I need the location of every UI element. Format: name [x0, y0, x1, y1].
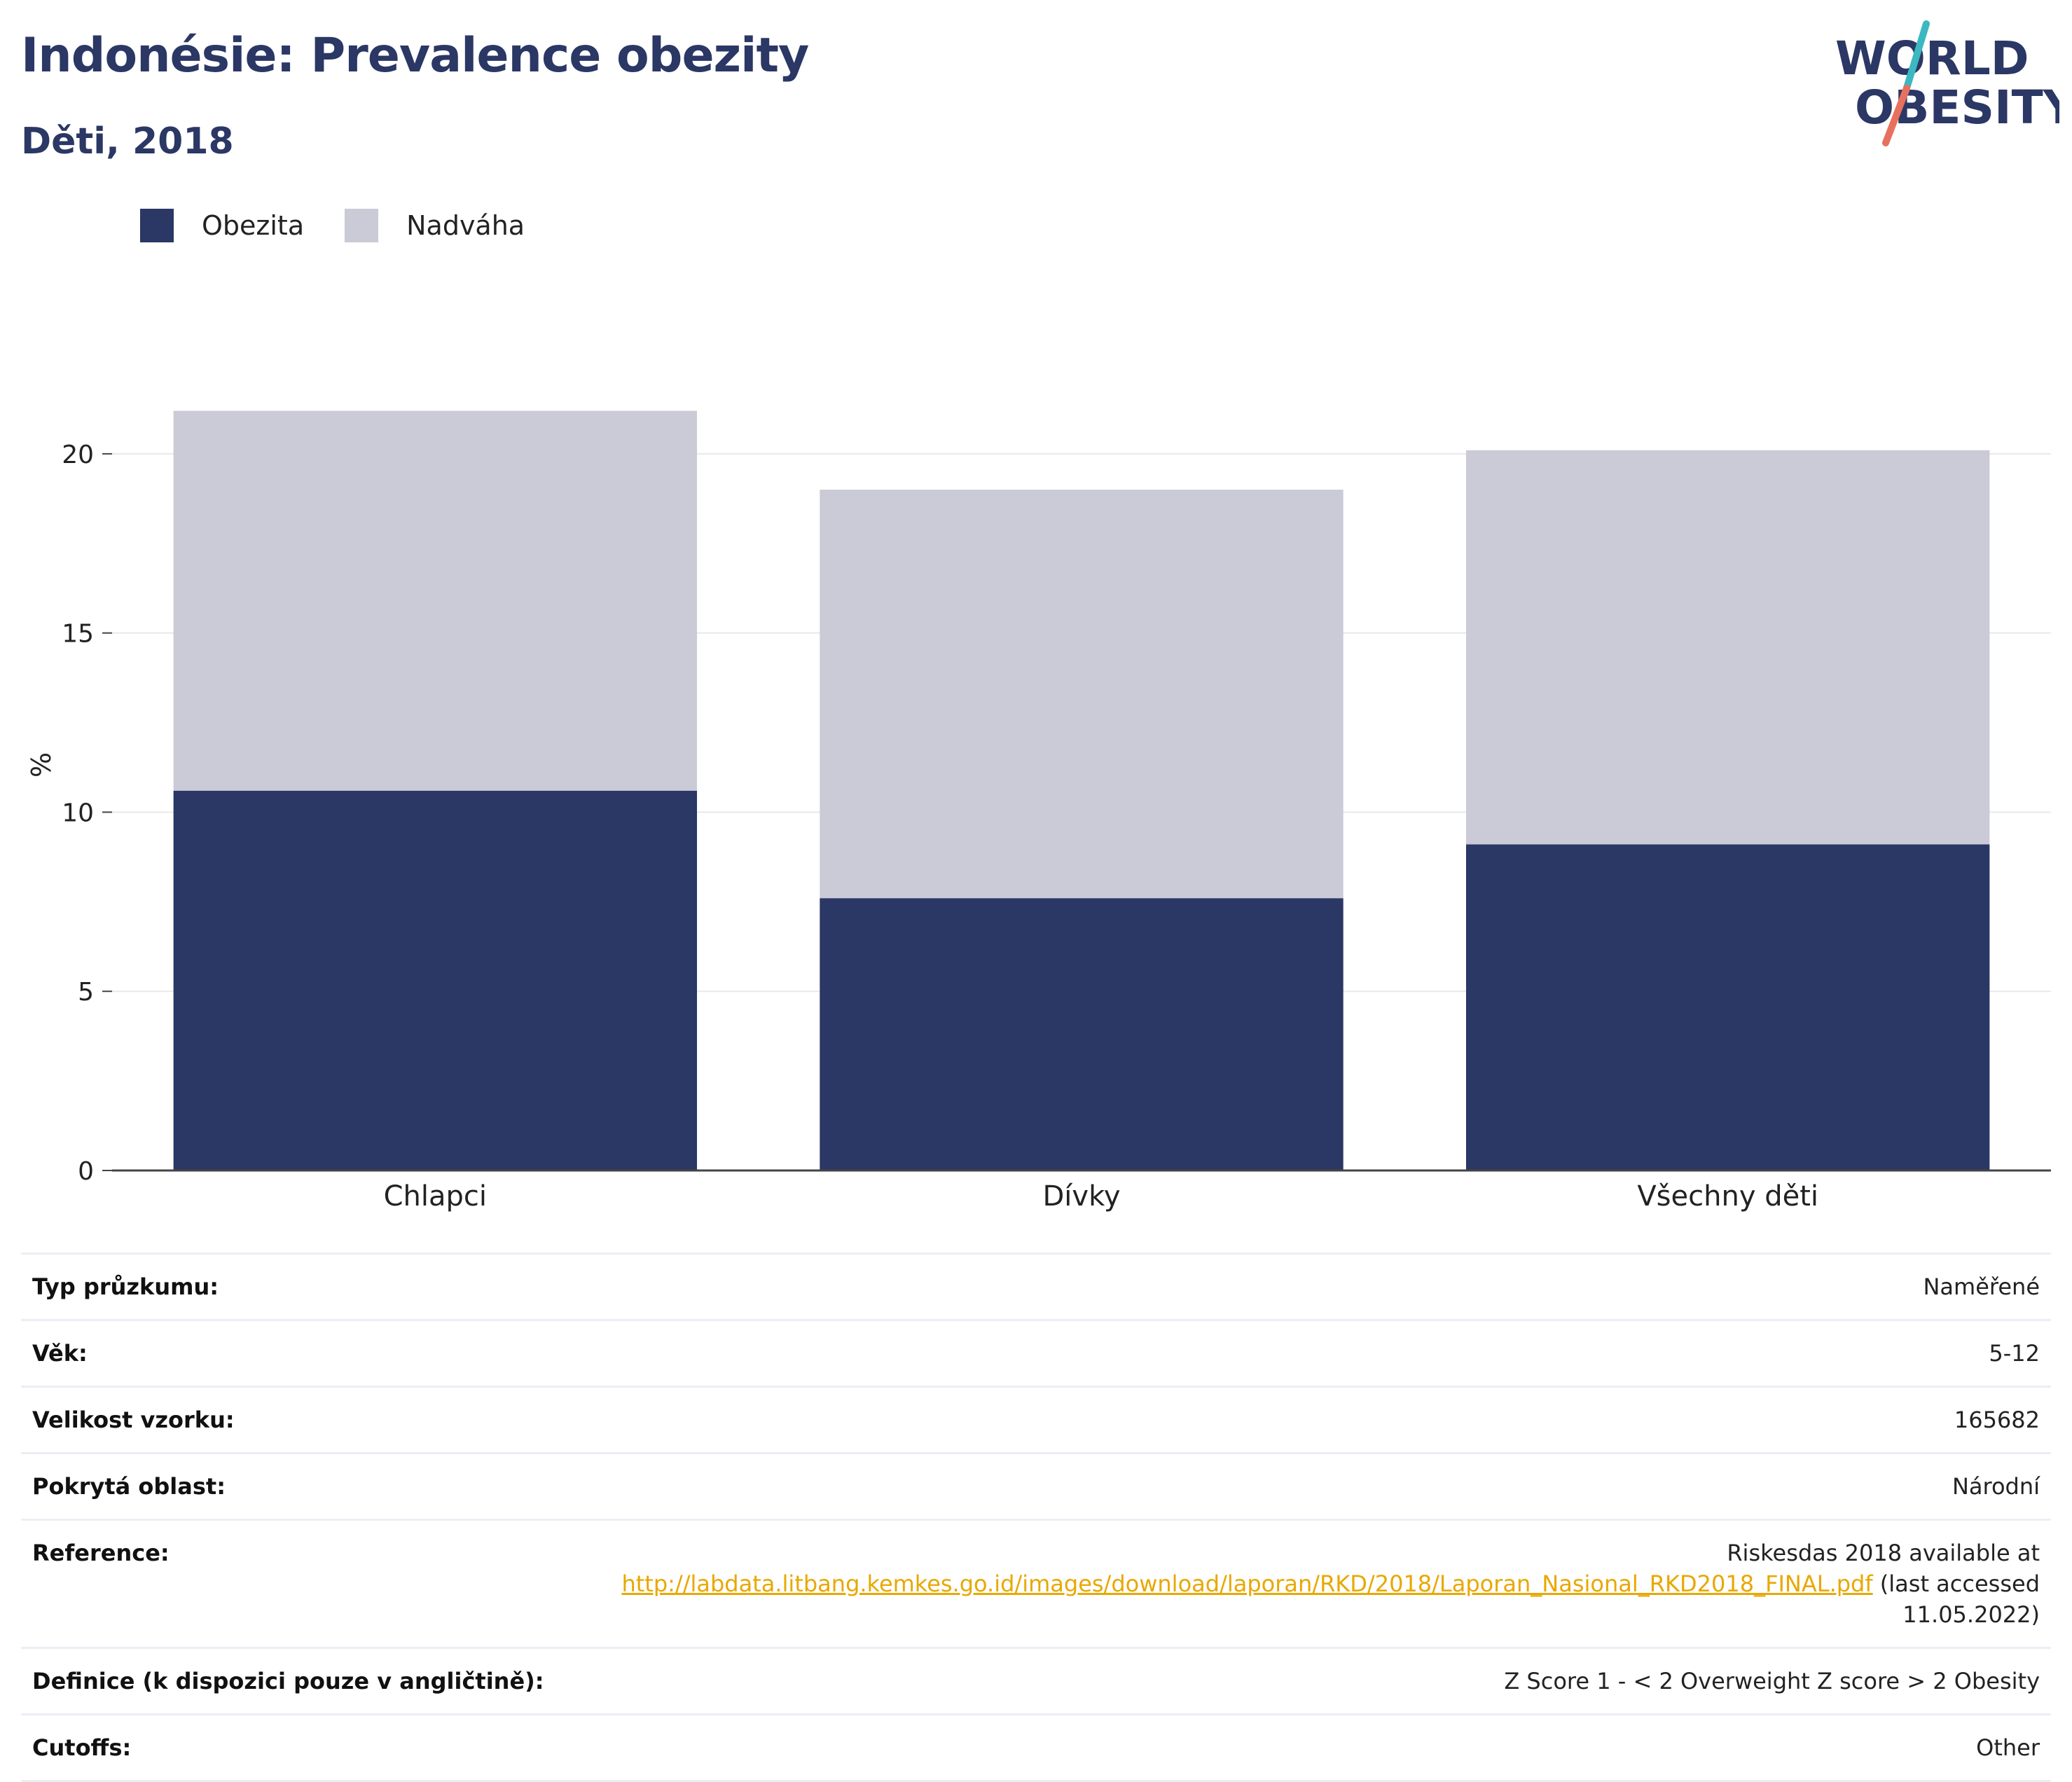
stacked-bar-chart: 0 5 10 15 20 Chlapci Dívky Všechny děti %	[26, 410, 2051, 1213]
chart-subtitle: Děti, 2018	[21, 120, 234, 163]
info-row-reference: Reference: Riskesdas 2018 available at h…	[21, 1521, 2051, 1649]
x-tick-label: Chlapci	[384, 1180, 487, 1213]
info-key: Věk:	[32, 1340, 88, 1367]
x-tick-label: Dívky	[1043, 1180, 1121, 1213]
info-value: Naměřené	[1923, 1273, 2040, 1300]
info-key: Typ průzkumu:	[32, 1273, 219, 1300]
reference-prefix: Riskesdas 2018 available at	[1727, 1540, 2040, 1566]
info-value-reference: Riskesdas 2018 available at http://labda…	[569, 1538, 2040, 1630]
legend-swatch-nadvaha	[345, 209, 379, 242]
info-value: Other	[1976, 1734, 2040, 1761]
info-row-cutoffs: Cutoffs: Other	[21, 1715, 2051, 1782]
info-row-sample-size: Velikost vzorku: 165682	[21, 1388, 2051, 1454]
info-row-definition: Definice (k dispozici pouze v angličtině…	[21, 1649, 2051, 1715]
chart-legend: Obezita Nadváha	[140, 209, 565, 242]
info-value: Z Score 1 - < 2 Overweight Z score > 2 O…	[1504, 1668, 2040, 1694]
chart-title: Indonésie: Prevalence obezity	[21, 28, 809, 83]
info-key: Velikost vzorku:	[32, 1407, 235, 1433]
reference-suffix: (last accessed 11.05.2022)	[1879, 1570, 2040, 1628]
y-tick-label: 5	[78, 978, 94, 1007]
legend-label-obezita: Obezita	[202, 210, 305, 241]
legend-item-obezita[interactable]: Obezita	[140, 209, 304, 242]
bars	[173, 410, 1990, 1170]
info-value: 5-12	[1989, 1340, 2040, 1367]
bar-obezita	[1465, 844, 1990, 1170]
bar-obezita	[820, 898, 1344, 1170]
info-row-age: Věk: 5-12	[21, 1321, 2051, 1388]
y-tick-labels: 0 5 10 15 20	[62, 441, 94, 1186]
world-obesity-logo: WORLD OBESITY	[1835, 20, 2059, 146]
y-tick-label: 15	[62, 620, 94, 649]
logo-slash-top	[1902, 20, 1930, 96]
info-key: Pokrytá oblast:	[32, 1473, 226, 1500]
info-key: Reference:	[32, 1540, 170, 1566]
y-tick-label: 10	[62, 799, 94, 827]
info-value: Národní	[1952, 1473, 2040, 1500]
x-tick-label: Všechny děti	[1637, 1180, 1818, 1213]
x-tick-labels: Chlapci Dívky Všechny děti	[384, 1180, 1818, 1213]
survey-info-table: Typ průzkumu: Naměřené Věk: 5-12 Velikos…	[21, 1252, 2051, 1782]
info-row-area-covered: Pokrytá oblast: Národní	[21, 1454, 2051, 1521]
y-axis-title: %	[26, 752, 57, 778]
y-tick-label: 20	[62, 441, 94, 469]
reference-link[interactable]: http://labdata.litbang.kemkes.go.id/imag…	[621, 1570, 1873, 1597]
logo-line-1: WORLD	[1835, 32, 2029, 85]
legend-swatch-obezita	[140, 209, 174, 242]
legend-item-nadvaha[interactable]: Nadváha	[345, 209, 525, 242]
bar-obezita	[173, 790, 698, 1170]
bar-nadvaha	[1465, 450, 1990, 845]
info-key: Cutoffs:	[32, 1734, 132, 1761]
y-tick-label: 0	[78, 1157, 94, 1186]
legend-label-nadvaha: Nadváha	[406, 210, 525, 241]
info-row-survey-type: Typ průzkumu: Naměřené	[21, 1255, 2051, 1321]
bar-nadvaha	[820, 490, 1344, 899]
logo-slash-bottom	[1882, 85, 1910, 146]
info-key: Definice (k dispozici pouze v angličtině…	[32, 1668, 544, 1694]
bar-nadvaha	[173, 410, 698, 791]
info-value: 165682	[1954, 1407, 2040, 1433]
logo-line-2: OBESITY	[1855, 81, 2059, 134]
